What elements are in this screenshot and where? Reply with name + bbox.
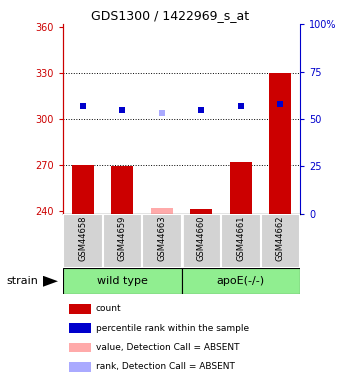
Text: GSM44658: GSM44658 (78, 215, 87, 261)
Text: strain: strain (7, 276, 39, 286)
Text: wild type: wild type (97, 276, 148, 286)
Bar (69, 323, 91, 333)
Bar (151, 208, 173, 214)
Bar (69, 304, 91, 314)
Point (80, 103, 86, 109)
Text: percentile rank within the sample: percentile rank within the sample (96, 324, 249, 333)
Text: GSM44662: GSM44662 (276, 215, 285, 261)
Text: GSM44661: GSM44661 (236, 215, 245, 261)
Point (278, 101, 283, 107)
Bar (69, 343, 91, 352)
Text: GSM44660: GSM44660 (197, 215, 206, 261)
Bar (221, 214, 261, 268)
Bar (103, 214, 142, 268)
Bar (261, 214, 300, 268)
Text: GSM44663: GSM44663 (157, 215, 166, 261)
Bar (230, 162, 252, 214)
Text: apoE(-/-): apoE(-/-) (217, 276, 265, 286)
Text: GSM44659: GSM44659 (118, 215, 127, 261)
Bar (72, 165, 94, 214)
Bar (142, 214, 182, 268)
Text: GDS1300 / 1422969_s_at: GDS1300 / 1422969_s_at (91, 9, 250, 22)
Text: rank, Detection Call = ABSENT: rank, Detection Call = ABSENT (96, 362, 235, 371)
Bar (182, 214, 221, 268)
Point (238, 103, 243, 109)
Bar (182, 268, 300, 294)
Text: value, Detection Call = ABSENT: value, Detection Call = ABSENT (96, 343, 239, 352)
Bar (63, 214, 103, 268)
Polygon shape (43, 276, 58, 287)
Point (120, 106, 125, 112)
Text: count: count (96, 304, 121, 313)
Bar (112, 166, 133, 214)
Bar (269, 73, 291, 214)
Point (159, 110, 165, 116)
Bar (191, 209, 212, 214)
Bar (63, 268, 182, 294)
Point (198, 106, 204, 112)
Bar (69, 362, 91, 372)
